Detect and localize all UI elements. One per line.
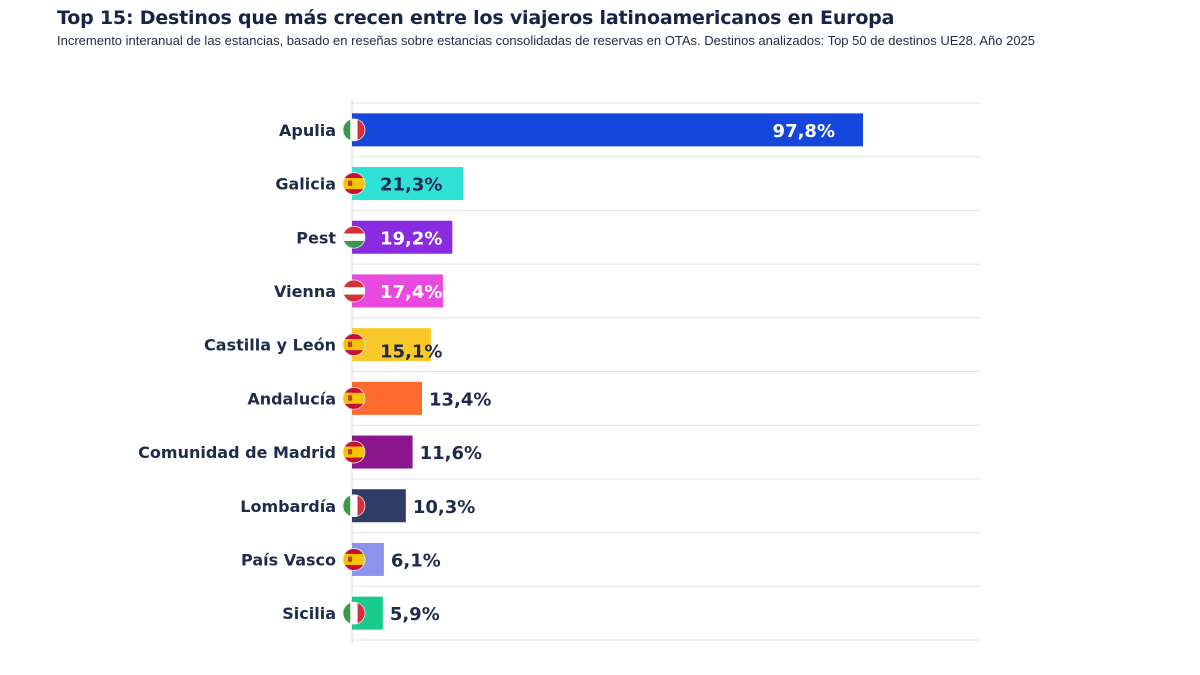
category-label: Castilla y León [204, 336, 336, 355]
grid-lines [351, 100, 980, 643]
category-label: Vienna [274, 282, 336, 301]
spain-flag-icon [342, 440, 366, 464]
category-label: Sicilia [282, 604, 336, 623]
value-label: 13,4% [429, 389, 491, 410]
italy-flag-icon [342, 601, 366, 625]
value-label: 5,9% [390, 604, 440, 625]
category-label: Galicia [275, 175, 336, 194]
category-label: Apulia [279, 121, 336, 140]
bars [352, 113, 863, 630]
value-label: 97,8% [773, 121, 835, 142]
value-label: 17,4% [380, 282, 442, 303]
value-label: 6,1% [391, 550, 441, 571]
italy-flag-icon [342, 118, 366, 142]
value-label: 15,1% [380, 342, 442, 363]
category-label: País Vasco [241, 550, 336, 569]
spain-flag-icon [342, 172, 366, 195]
hungary-flag-icon [342, 225, 366, 249]
bar-pest [352, 220, 453, 254]
value-label: 11,6% [420, 443, 482, 464]
value-label: 10,3% [413, 497, 475, 518]
spain-flag-icon [342, 333, 366, 357]
bar-apulia [352, 113, 863, 147]
chart-subtitle: Incremento interanual de las estancias, … [57, 33, 1036, 48]
spain-flag-icon [342, 548, 366, 571]
chart-title: Top 15: Destinos que más crecen entre lo… [57, 7, 895, 29]
austria-flag-icon [342, 279, 366, 303]
bar-vienna [352, 274, 443, 308]
italy-flag-icon [342, 494, 366, 518]
labels: Apulia 97,8% Galicia 21,3% Pest 19,2% Vienna 17… [138, 121, 835, 625]
category-label: Comunidad de Madrid [138, 443, 336, 462]
spain-flag-icon [342, 386, 366, 410]
category-label: Lombardía [240, 497, 336, 516]
category-label: Pest [296, 228, 336, 247]
value-label: 21,3% [380, 175, 442, 196]
flag-icons [342, 118, 366, 625]
category-label: Andalucía [247, 389, 336, 408]
bar-galicia [352, 167, 464, 201]
value-label: 19,2% [380, 228, 442, 249]
